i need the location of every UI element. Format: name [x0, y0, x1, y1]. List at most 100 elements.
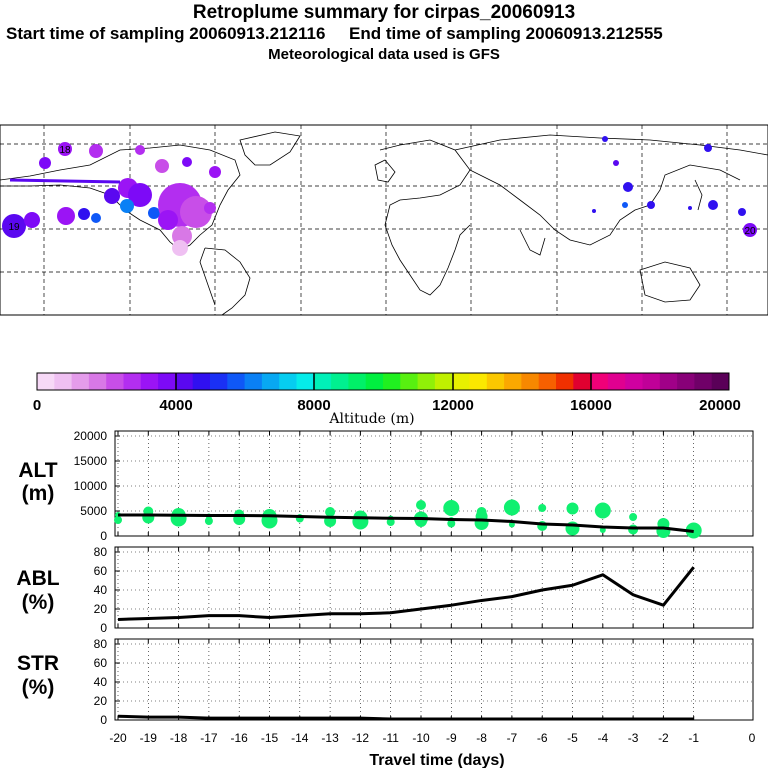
- colorbar-swatch: [607, 373, 626, 390]
- plume-marker: [204, 202, 216, 214]
- colorbar-swatch: [452, 373, 470, 390]
- y-tick-label: 0: [100, 529, 107, 543]
- altitude-point: [170, 510, 187, 527]
- colorbar-swatch: [296, 373, 315, 390]
- plume-marker: [2, 214, 26, 238]
- plume-marker: [91, 213, 101, 223]
- x-tick-label: -20: [109, 731, 127, 745]
- x-tick-label: -5: [567, 731, 578, 745]
- plume-marker: [688, 206, 692, 210]
- colorbar-swatch: [331, 373, 349, 390]
- str-panel-label: STR: [17, 652, 59, 675]
- y-tick-label: 20: [94, 694, 108, 708]
- colorbar-swatch: [71, 373, 90, 390]
- y-tick-label: 80: [94, 545, 108, 559]
- colorbar-swatch: [521, 373, 540, 390]
- plume-marker: [39, 157, 51, 169]
- colorbar-swatch: [434, 373, 453, 390]
- altitude-point: [443, 500, 460, 516]
- x-tick-label: 0: [749, 731, 756, 745]
- met-data-label: Meteorological data used is GFS: [268, 46, 500, 63]
- colorbar-tick-label: 8000: [297, 397, 330, 414]
- y-tick-label: 40: [94, 583, 108, 597]
- alt-panel-label: ALT: [18, 459, 57, 482]
- altitude-point: [204, 517, 213, 525]
- colorbar-tick-label: 16000: [570, 397, 612, 414]
- y-tick-label: 80: [94, 637, 108, 651]
- series-line: [117, 566, 695, 621]
- plume-marker: [135, 145, 145, 155]
- plume-marker: [172, 240, 188, 256]
- plume-day-label: 19: [8, 222, 20, 233]
- colorbar-swatch: [659, 373, 678, 390]
- x-tick-label: -13: [321, 731, 339, 745]
- map-coastlines: [0, 131, 768, 316]
- colorbar-swatch: [106, 373, 124, 390]
- colorbar-swatch: [158, 373, 176, 390]
- plume-marker: [738, 208, 746, 216]
- plume-marker: [180, 196, 212, 228]
- series-line: [118, 513, 694, 533]
- colorbar-swatch: [54, 373, 73, 390]
- plume-marker: [647, 201, 655, 209]
- colorbar-swatch: [556, 373, 574, 390]
- colorbar-swatch: [486, 373, 505, 390]
- x-tick-label: -17: [200, 731, 218, 745]
- colorbar-label: Altitude (m): [328, 411, 414, 427]
- x-tick-label: -14: [291, 731, 309, 745]
- colorbar-swatch: [590, 373, 609, 390]
- y-tick-label: 10000: [74, 479, 108, 493]
- abl-panel-label: ABL: [16, 567, 59, 590]
- colorbar-swatch: [192, 373, 211, 390]
- altitude-point: [352, 513, 369, 530]
- x-tick-label: -8: [476, 731, 487, 745]
- x-tick-label: -7: [507, 731, 518, 745]
- y-tick-label: 5000: [80, 504, 107, 518]
- y-tick-label: 0: [100, 713, 107, 727]
- chart-title: Retroplume summary for cirpas_20060913: [192, 2, 576, 23]
- abl-unit-label: (%): [22, 591, 55, 614]
- colorbar-tick-label: 12000: [432, 397, 474, 414]
- plume-marker: [623, 182, 633, 192]
- colorbar-swatch: [123, 373, 142, 390]
- colorbar-swatch: [140, 373, 159, 390]
- altitude-point: [566, 502, 579, 515]
- colorbar-swatch: [573, 373, 592, 390]
- altitude-point: [325, 507, 336, 517]
- series-line: [117, 714, 694, 721]
- colorbar-swatch: [88, 373, 107, 390]
- x-tick-label: -15: [261, 731, 279, 745]
- plume-marker: [24, 212, 40, 228]
- colorbar-swatch: [348, 373, 367, 390]
- map-frame: [0, 124, 768, 316]
- colorbar-swatch: [261, 373, 280, 390]
- alt-unit-label: (m): [22, 482, 55, 505]
- altitude-point: [142, 511, 155, 524]
- colorbar-swatch: [469, 373, 488, 390]
- x-tick-label: -10: [412, 731, 430, 745]
- plume-marker: [158, 210, 178, 230]
- end-time-label: End time of sampling 20060913.212555: [349, 24, 663, 43]
- panel-abl: 0 20 40 60 80: [94, 545, 754, 635]
- altitude-point: [629, 513, 638, 521]
- plume-marker: [120, 199, 134, 213]
- colorbar-swatch: [175, 373, 194, 390]
- retroplume-markers: 19 20 18: [2, 136, 757, 256]
- altitude-point: [503, 499, 520, 516]
- colorbar-swatch: [677, 373, 695, 390]
- y-tick-label: 20: [94, 602, 108, 616]
- start-time-label: Start time of sampling 20060913.212116: [6, 24, 326, 43]
- altitude-point: [474, 516, 489, 530]
- colorbar-swatch: [279, 373, 297, 390]
- colorbar-swatch: [504, 373, 522, 390]
- colorbar-swatch: [625, 373, 643, 390]
- x-tick-label: -19: [140, 731, 158, 745]
- colorbar-swatch: [227, 373, 246, 390]
- x-tick-label: -18: [170, 731, 188, 745]
- x-tick-label: -2: [658, 731, 669, 745]
- colorbar-swatch: [538, 373, 557, 390]
- altitude-point: [416, 500, 426, 510]
- colorbar-tick-label: 0: [33, 397, 41, 414]
- y-tick-label: 20000: [74, 429, 108, 443]
